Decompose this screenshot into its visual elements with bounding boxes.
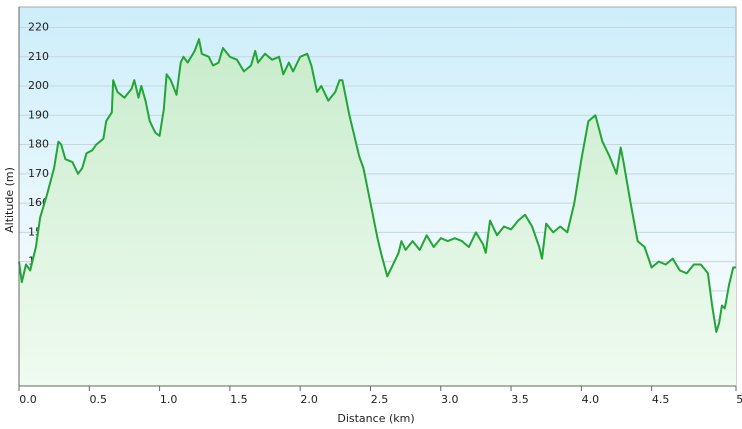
x-tick-label: 5.1 (736, 393, 742, 406)
x-tick-label: 4.0 (582, 393, 600, 406)
x-tick-label: 4.5 (652, 393, 670, 406)
x-tick-label: 1.0 (160, 393, 178, 406)
x-tick-label: 2.0 (300, 393, 318, 406)
altitude-line (18, 38, 736, 333)
y-tick-label: 170 (28, 167, 49, 180)
y-tick-label: 200 (28, 79, 49, 92)
y-tick-label: 180 (28, 138, 49, 151)
x-tick-label: 1.5 (230, 393, 248, 406)
x-tick-label: 2.5 (371, 393, 389, 406)
x-tick-label: 3.0 (441, 393, 459, 406)
x-tick-label: 0.0 (19, 393, 37, 406)
area-fill (19, 39, 736, 386)
y-tick-label: 220 (28, 20, 49, 33)
y-tick-label: 190 (28, 108, 49, 121)
y-tick-label: 210 (28, 50, 49, 63)
x-tick-label: 3.5 (511, 393, 529, 406)
x-axis-title: Distance (km) (337, 412, 414, 425)
x-tick-label: 0.5 (90, 393, 108, 406)
y-axis-title: Altitude (m) (3, 167, 16, 233)
